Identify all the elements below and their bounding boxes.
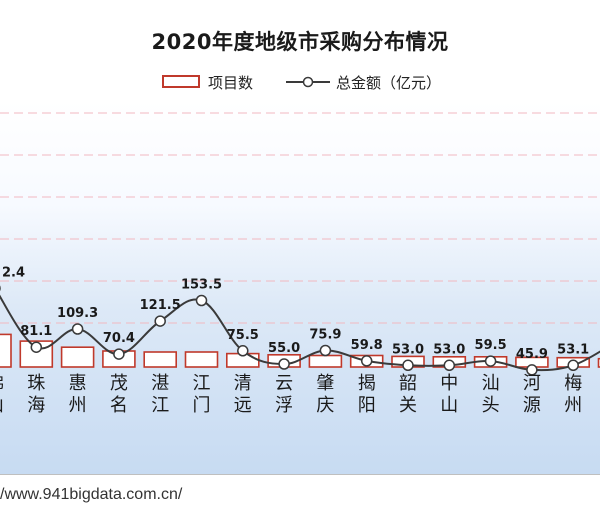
x-label-char: 湛 (151, 373, 169, 394)
x-label-char: 海 (27, 395, 45, 416)
data-label-江门: 153.5 (181, 278, 222, 293)
marker-梅州 (567, 359, 579, 372)
data-label-汕头: 59.5 (475, 338, 507, 353)
bar-佛山 (0, 333, 12, 368)
x-label-char: 江 (151, 395, 169, 416)
bar-江门 (184, 351, 219, 368)
x-label-char: 山 (0, 395, 4, 416)
x-label-char: 肇 (316, 373, 334, 394)
x-label-char: 阳 (358, 395, 376, 416)
line-series (0, 294, 600, 372)
marker-江门 (195, 294, 208, 307)
legend-bar-label: 项目数 (208, 74, 254, 92)
marker-汕头 (484, 355, 497, 367)
x-label-汕头: 汕头 (482, 373, 500, 416)
x-label-韶关: 韶关 (399, 373, 417, 416)
marker-中山 (443, 359, 456, 372)
x-label-茂名: 茂名 (110, 373, 128, 416)
bar-惠州 (60, 346, 95, 368)
data-label-珠海: 81.1 (20, 324, 52, 339)
x-label-江门: 江门 (193, 373, 211, 416)
data-label-惠州: 109.3 (57, 306, 98, 321)
legend: 项目数 总金额（亿元） (0, 72, 600, 94)
gridlines (0, 112, 600, 324)
amount-line (0, 294, 600, 372)
marker-韶关 (402, 359, 414, 372)
x-label-湛江: 湛江 (151, 373, 169, 416)
bar-肇庆 (308, 354, 343, 368)
x-label-清远: 清远 (234, 373, 252, 416)
x-label-梅州: 梅州 (564, 373, 582, 416)
x-label-char: 揭 (358, 373, 376, 394)
bar-潮州 (597, 357, 600, 368)
legend-line-swatch (286, 76, 330, 88)
x-label-char: 珠 (27, 373, 45, 394)
x-label-char: 汕 (482, 373, 500, 394)
x-label-揭阳: 揭阳 (358, 373, 376, 416)
x-label-惠州: 惠州 (69, 373, 87, 416)
x-axis-labels: 佛山珠海惠州茂名湛江江门清远云浮肇庆揭阳韶关中山汕头河源梅州潮州 (0, 373, 582, 416)
x-label-char: 浮 (275, 395, 293, 416)
x-label-char: 关 (399, 395, 417, 416)
x-label-char: 惠 (69, 373, 87, 394)
marker-河源 (526, 364, 538, 376)
x-label-肇庆: 肇庆 (316, 373, 334, 416)
data-label-梅州: 53.1 (557, 342, 589, 357)
source-url: /www.941bigdata.com.cn/ (0, 486, 183, 503)
marker-揭阳 (360, 355, 373, 367)
x-label-char: 江 (193, 373, 211, 394)
chart-area: 2.4 81.1 109.3 70.4 121.5 153.5 75.5 55.0 75.9 59… (0, 30, 600, 475)
marker-肇庆 (319, 344, 332, 357)
marker-惠州 (71, 323, 84, 335)
x-label-char: 云 (275, 373, 293, 394)
bar-湛江 (143, 351, 177, 368)
data-label-揭阳: 59.8 (351, 338, 383, 353)
x-label-char: 头 (482, 395, 500, 416)
x-label-char: 梅 (564, 373, 582, 394)
x-label-char: 中 (440, 373, 458, 394)
data-label-肇庆: 75.9 (309, 328, 341, 343)
x-label-char: 远 (234, 395, 252, 416)
legend-line-label: 总金额（亿元） (336, 74, 442, 92)
x-label-char: 州 (564, 395, 582, 416)
chart-title: 2020年度地级市采购分布情况 (151, 30, 449, 54)
data-label-茂名: 70.4 (103, 331, 135, 346)
x-label-中山: 中山 (440, 373, 458, 416)
marker-茂名 (113, 348, 125, 360)
x-label-云浮: 云浮 (275, 373, 293, 416)
x-label-珠海: 珠海 (27, 373, 45, 416)
x-label-char: 山 (440, 395, 458, 416)
data-label-中山: 53.0 (433, 342, 465, 357)
marker-清远 (237, 345, 249, 357)
x-label-char: 清 (234, 373, 252, 394)
marker-珠海 (30, 341, 43, 353)
line-markers (0, 285, 579, 376)
data-label-湛江: 121.5 (140, 298, 181, 313)
data-label-佛山: 2.4 (2, 265, 25, 280)
data-label-云浮: 55.0 (268, 341, 300, 356)
x-label-char: 庆 (316, 395, 334, 416)
marker-湛江 (154, 315, 166, 327)
x-label-char: 名 (110, 395, 128, 416)
marker-云浮 (278, 358, 290, 370)
legend-bar-swatch (162, 75, 200, 88)
data-label-韶关: 53.0 (392, 342, 424, 357)
data-label-清远: 75.5 (227, 328, 259, 343)
x-label-char: 河 (523, 373, 541, 394)
x-label-佛山: 佛山 (0, 373, 4, 416)
x-label-char: 茂 (110, 373, 128, 394)
x-label-char: 源 (523, 395, 541, 416)
x-label-char: 州 (69, 395, 87, 416)
x-label-char: 门 (193, 395, 211, 416)
x-label-河源: 河源 (523, 373, 541, 416)
x-label-char: 韶 (399, 373, 417, 394)
x-label-char: 佛 (0, 373, 4, 394)
data-label-河源: 45.9 (516, 347, 548, 362)
plot-background (0, 100, 600, 474)
